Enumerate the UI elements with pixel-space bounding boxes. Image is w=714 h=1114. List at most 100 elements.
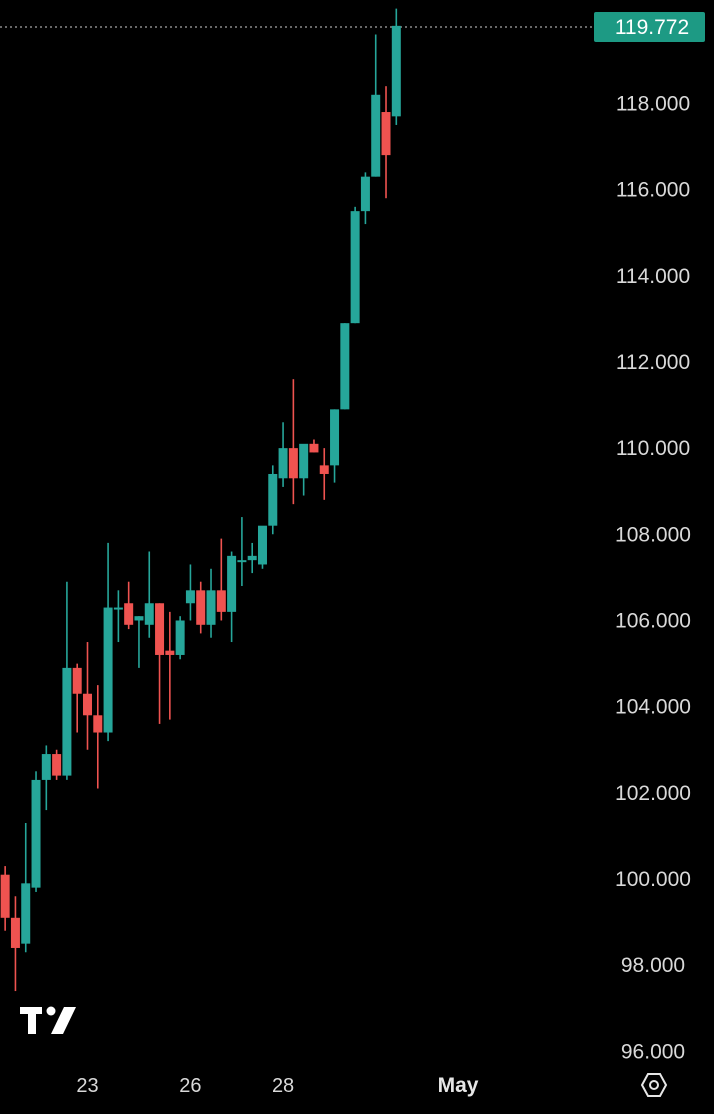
candle-body	[134, 616, 144, 621]
candle	[257, 525, 267, 569]
candle	[360, 172, 370, 225]
x-tick-label: 28	[272, 1075, 294, 1097]
x-tick-label: May	[438, 1074, 479, 1097]
candle-body	[227, 555, 237, 612]
candle-body	[93, 715, 103, 733]
candle-body	[82, 693, 92, 716]
candle-body	[206, 590, 216, 625]
candle-body	[155, 603, 165, 655]
y-tick-label: 102.000	[615, 782, 691, 805]
candle-body	[52, 754, 62, 776]
candle	[319, 448, 329, 500]
candle-body	[381, 112, 391, 156]
candle-body	[237, 560, 247, 563]
candle	[227, 551, 237, 643]
candle-body	[247, 555, 257, 561]
x-tick-label: 23	[76, 1075, 98, 1097]
candle	[103, 542, 113, 742]
candle	[62, 581, 72, 780]
candle-body	[103, 607, 113, 733]
y-tick-label: 110.000	[616, 437, 690, 460]
candle-body	[175, 620, 185, 655]
candle-body	[350, 211, 360, 324]
y-tick-label: 100.000	[615, 868, 691, 891]
x-tick-label: 26	[179, 1075, 201, 1097]
candle-body	[165, 650, 175, 655]
candle	[134, 616, 144, 668]
candle	[350, 206, 360, 324]
candle	[299, 443, 309, 496]
candle	[309, 439, 319, 453]
candle	[206, 568, 216, 638]
candle-body	[299, 443, 309, 479]
candle	[391, 8, 401, 125]
candle	[31, 771, 41, 892]
candle	[124, 581, 134, 630]
candle	[113, 590, 123, 643]
candle-body	[10, 917, 20, 948]
candle-body	[21, 883, 31, 944]
candle	[185, 564, 195, 621]
candle-body	[41, 754, 51, 780]
candle	[165, 611, 175, 720]
y-tick-label: 98.000	[621, 954, 685, 977]
candle	[82, 642, 92, 750]
candle	[41, 745, 51, 811]
settings-gear-icon[interactable]	[640, 1073, 668, 1097]
price-axis[interactable]: 118.000 116.000 114.000 112.000 110.000 108.0…	[615, 92, 691, 1063]
y-tick-label: 106.000	[615, 609, 691, 632]
candle	[216, 538, 226, 621]
candle-body	[371, 94, 381, 177]
candles	[0, 8, 401, 992]
candle-body	[268, 473, 278, 526]
tradingview-logo-icon[interactable]	[20, 1006, 76, 1035]
current-price-label: 119.772	[615, 16, 689, 39]
candle	[330, 409, 340, 483]
candle-body	[196, 590, 206, 625]
candle-body	[72, 667, 82, 694]
y-tick-label: 112.000	[616, 351, 690, 374]
candle-body	[257, 525, 267, 565]
y-tick-label: 108.000	[615, 523, 691, 546]
candle	[268, 465, 278, 535]
candle	[237, 517, 247, 587]
y-tick-label: 118.000	[616, 92, 690, 115]
candle-body	[31, 779, 41, 888]
candle	[278, 422, 288, 487]
candle	[10, 896, 20, 992]
y-tick-label: 96.000	[621, 1040, 685, 1063]
candle	[247, 542, 257, 574]
candle	[155, 603, 165, 724]
candle-body	[391, 25, 401, 117]
candle-body	[113, 607, 123, 610]
candle	[381, 86, 391, 199]
candle	[0, 866, 10, 931]
candle	[175, 616, 185, 660]
y-tick-label: 104.000	[615, 696, 691, 719]
candle	[196, 581, 206, 634]
candle-body	[216, 590, 226, 612]
candle	[52, 749, 62, 780]
candle-body	[288, 448, 298, 479]
candle-body	[340, 323, 350, 410]
candle	[144, 551, 154, 638]
candle	[72, 663, 82, 733]
candle	[371, 34, 381, 177]
y-tick-label: 114.000	[616, 265, 690, 288]
candle-body	[278, 448, 288, 479]
y-tick-label: 116.000	[616, 179, 690, 202]
candle	[340, 323, 350, 410]
candle-body	[330, 409, 340, 466]
candle-body	[144, 603, 154, 625]
candle	[288, 379, 298, 505]
candle-body	[0, 874, 10, 918]
current-price-tag: 119.772	[594, 12, 705, 43]
candle	[93, 685, 103, 789]
candle-body	[62, 667, 72, 776]
candle-body	[124, 603, 134, 625]
candle-body	[319, 465, 329, 474]
time-axis[interactable]: 23 26 28 May	[76, 1074, 478, 1097]
candle-body	[185, 590, 195, 604]
